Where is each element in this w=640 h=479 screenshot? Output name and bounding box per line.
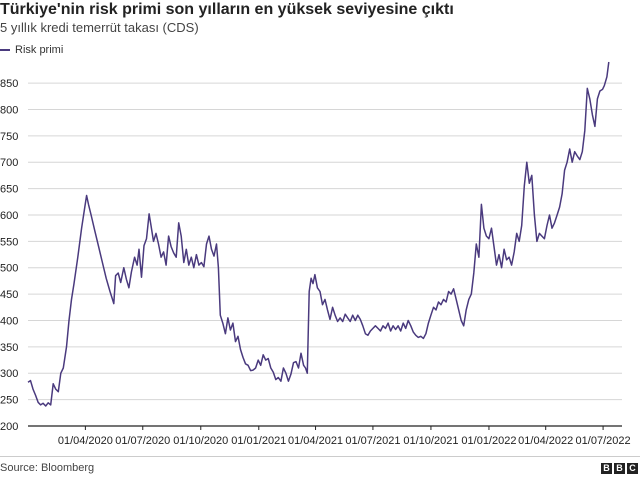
- chart-title: Türkiye'nin risk primi son yılların en y…: [0, 1, 454, 18]
- y-tick-label: 500: [0, 263, 18, 275]
- chart-subtitle: 5 yıllık kredi temerrüt takası (CDS): [0, 20, 199, 35]
- axes: 200 250 300 350 400 450 500 550 600 650 700 750 800 8…: [0, 78, 631, 447]
- y-tick-label: 300: [0, 368, 18, 380]
- y-tick-label: 700: [0, 157, 18, 169]
- y-tick-label: 750: [0, 131, 18, 143]
- bbc-logo-letter: B: [614, 463, 625, 474]
- x-tick-label: 01/01/2022: [461, 435, 516, 447]
- footer-divider: [0, 456, 640, 457]
- y-tick-label: 800: [0, 104, 18, 116]
- y-tick-label: 250: [0, 395, 18, 407]
- source-note: Source: Bloomberg: [0, 462, 95, 474]
- x-tick-label: 01/04/2020: [58, 435, 113, 447]
- legend-label: Risk primi: [15, 44, 64, 56]
- y-tick-label: 600: [0, 210, 18, 222]
- y-tick-label: 200: [0, 421, 18, 433]
- x-tick-label: 01/07/2022: [576, 435, 631, 447]
- series: [27, 61, 610, 407]
- y-tick-label: 450: [0, 289, 18, 301]
- x-tick-label: 01/10/2020: [173, 435, 228, 447]
- x-tick-label: 01/04/2021: [288, 435, 343, 447]
- bbc-logo-letter: B: [601, 463, 612, 474]
- legend: Risk primi: [0, 42, 63, 58]
- legend-swatch: [0, 49, 10, 51]
- y-tick-label: 550: [0, 236, 18, 248]
- y-tick-label: 350: [0, 342, 18, 354]
- x-tick-label: 01/07/2020: [115, 435, 170, 447]
- x-tick-label: 01/10/2021: [403, 435, 458, 447]
- gridlines: [28, 82, 622, 401]
- y-tick-label: 650: [0, 184, 18, 196]
- bbc-logo: B B C: [601, 463, 638, 474]
- series-line: [27, 61, 610, 407]
- line-chart: 200 250 300 350 400 450 500 550 600 650 700 750 800 8…: [0, 61, 631, 447]
- x-tick-label: 01/04/2022: [518, 435, 573, 447]
- bbc-logo-letter: C: [627, 463, 638, 474]
- y-tick-label: 850: [0, 78, 18, 90]
- y-tick-label: 400: [0, 315, 18, 327]
- x-tick-label: 01/07/2021: [345, 435, 400, 447]
- x-tick-label: 01/01/2021: [231, 435, 286, 447]
